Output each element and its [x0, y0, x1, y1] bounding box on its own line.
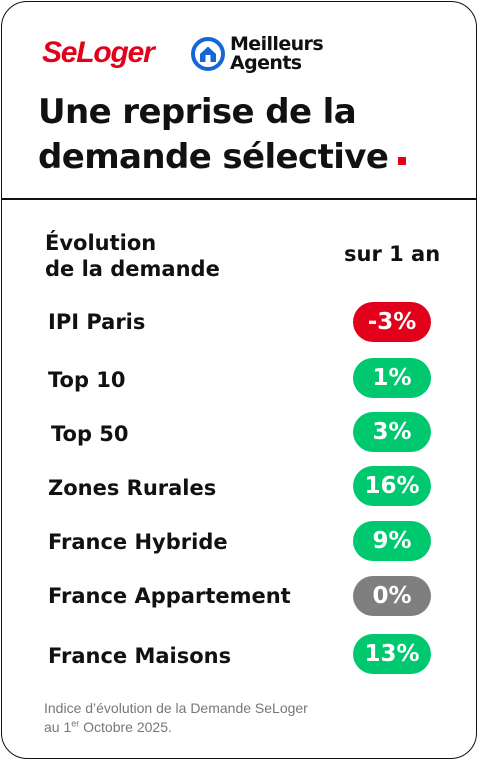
meilleurs-line: Meilleurs	[230, 33, 324, 55]
value-badge: 0%	[353, 576, 431, 616]
column-header-line-2: de la demande	[45, 257, 220, 281]
column-header-period: sur 1 an	[344, 242, 441, 266]
seloger-logo: SeLoger	[42, 36, 155, 69]
value-badge: -3%	[353, 302, 431, 342]
column-header-line-1: Évolution	[45, 231, 157, 255]
agents-line: Agents	[230, 52, 302, 74]
value-badge: 1%	[353, 358, 431, 398]
value-badge: 3%	[353, 412, 431, 452]
footnote-date-suffix: Octobre 2025.	[79, 719, 172, 735]
row-label: France Appartement	[48, 584, 291, 608]
footnote-superscript: er	[71, 718, 80, 729]
title-line-2: demande sélective	[38, 137, 389, 177]
meilleurs-agents-logo-text: Meilleurs Agents	[230, 33, 324, 74]
page-title: Une reprise de la demande sélective	[38, 90, 458, 180]
row-label: France Maisons	[48, 644, 232, 668]
row-label: Top 10	[48, 368, 126, 392]
footnote: Indice d’évolution de la Demande SeLoger…	[44, 699, 308, 737]
column-header-evolution: Évolution de la demande	[45, 230, 220, 282]
row-label: France Hybride	[48, 530, 228, 554]
divider	[2, 198, 476, 200]
value-badge: 16%	[353, 466, 431, 506]
row-label: Top 50	[51, 422, 129, 446]
footnote-date-prefix: au 1	[44, 719, 72, 735]
footnote-line-1: Indice d’évolution de la Demande SeLoger	[44, 700, 308, 716]
footnote-line-2: au 1er Octobre 2025.	[44, 718, 308, 737]
value-badge: 13%	[353, 634, 431, 674]
row-label: Zones Rurales	[48, 476, 217, 500]
value-badge: 9%	[353, 521, 431, 561]
house-in-circle-icon	[191, 37, 225, 71]
red-square-icon	[398, 156, 407, 165]
title-line-1: Une reprise de la	[38, 92, 357, 132]
row-label: IPI Paris	[48, 310, 146, 334]
